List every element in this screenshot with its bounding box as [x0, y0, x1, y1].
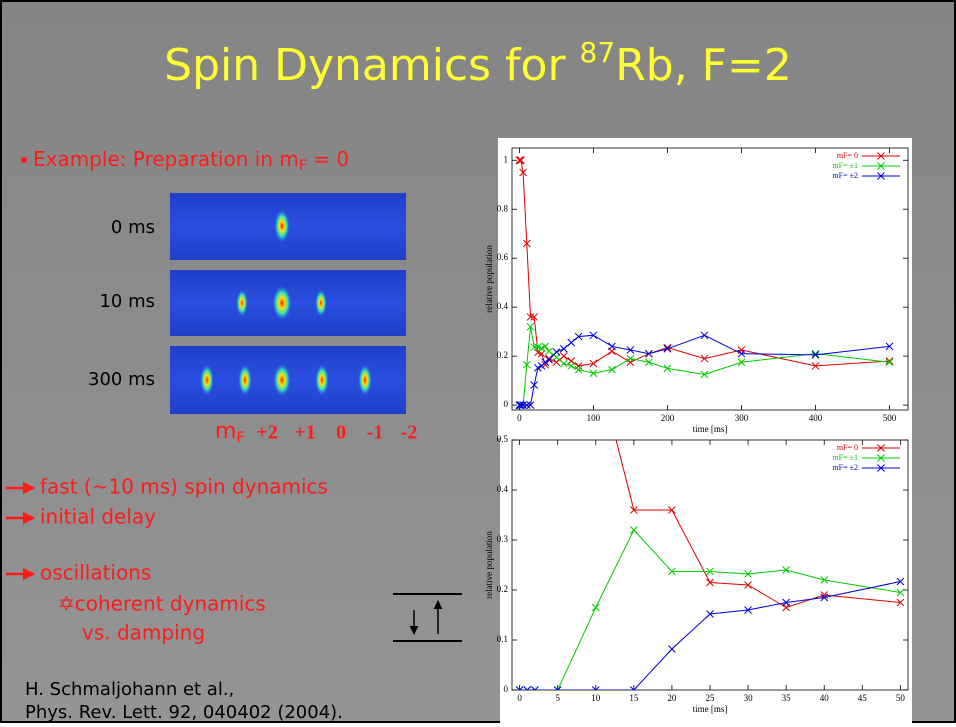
y-tick-label: 0.1 — [497, 634, 508, 644]
x-tick-label: 100 — [587, 413, 601, 423]
x-tick-label: 50 — [896, 693, 906, 703]
x-tick-label: 200 — [661, 413, 675, 423]
chart-panel — [498, 138, 912, 438]
y-tick-label: 0.5 — [497, 434, 509, 444]
cloud — [273, 363, 291, 397]
title-sup: 87 — [580, 36, 616, 69]
x-tick-label: 30 — [744, 693, 754, 703]
x-tick-label: 0 — [517, 693, 522, 703]
y-tick-label: 0.4 — [497, 301, 509, 311]
point: oscillations — [40, 561, 151, 585]
x-tick-label: 40 — [820, 693, 830, 703]
slide: Spin Dynamics for 87Rb, F=2 Example: Pre… — [0, 0, 956, 723]
mf-value: 0 — [336, 422, 346, 444]
legend-label: mF= 0 — [837, 151, 858, 160]
legend-label: mF= ±1 — [832, 453, 858, 462]
bullet-sub: F — [299, 158, 307, 174]
cloud — [315, 289, 327, 317]
x-tick-label: 400 — [809, 413, 823, 423]
x-tick-label: 300 — [735, 413, 749, 423]
legend-label: mF= 0 — [837, 443, 858, 452]
mf-value: +2 — [256, 422, 277, 444]
image-label: 0 ms — [111, 217, 155, 238]
sub-point: ✡coherent dynamics — [58, 592, 266, 616]
title-text: Rb, F=2 — [615, 40, 792, 91]
page: {"slide": { "title": {"before": "Spin Dy… — [0, 0, 956, 723]
absorption-images — [170, 193, 406, 414]
mf-value: -1 — [367, 422, 384, 444]
y-tick-label: 1 — [504, 154, 509, 164]
image-label: 10 ms — [99, 291, 155, 312]
x-tick-label: 25 — [706, 693, 716, 703]
citation: H. Schmaljohann et al., — [25, 679, 234, 700]
x-tick-label: 0 — [517, 413, 522, 423]
y-tick-label: 0 — [504, 399, 509, 409]
sub-point: vs. damping — [82, 621, 205, 645]
y-tick-label: 0.8 — [497, 203, 509, 213]
chart: 0 100 200 300 400 500 0 0.2 0.4 0.6 0.8 1 time [ms] r… — [484, 138, 912, 438]
legend-label: mF= ±2 — [832, 171, 858, 180]
y-tick-label: 0.4 — [497, 484, 509, 494]
y-tick-label: 0.2 — [497, 584, 508, 594]
mf-value: -2 — [401, 422, 418, 444]
y-tick-label: 0.6 — [497, 252, 509, 262]
legend-label: mF= ±2 — [832, 463, 858, 472]
bullet-dot — [21, 157, 27, 163]
y-tick-label: 0.2 — [497, 350, 508, 360]
x-axis-label: time [ms] — [693, 704, 728, 714]
mf-value: +1 — [294, 422, 315, 444]
bullet-text: Example: Preparation in m — [33, 147, 299, 171]
x-tick-label: 20 — [667, 693, 677, 703]
y-axis-label: relative population — [484, 245, 494, 313]
y-axis-label: relative population — [484, 531, 494, 599]
citation: Phys. Rev. Lett. 92, 040402 (2004). — [25, 702, 343, 723]
x-tick-label: 500 — [883, 413, 897, 423]
mf-main: m — [215, 419, 236, 444]
bullet-text: = 0 — [307, 147, 349, 171]
x-tick-label: 5 — [555, 693, 560, 703]
x-tick-label: 15 — [629, 693, 639, 703]
cloud — [200, 364, 214, 396]
x-tick-label: 35 — [782, 693, 792, 703]
slide-title: Spin Dynamics for 87Rb, F=2 — [164, 36, 792, 91]
title-text: Spin Dynamics for — [164, 40, 579, 91]
x-tick-label: 10 — [591, 693, 601, 703]
cloud — [272, 285, 292, 321]
y-tick-label: 0 — [504, 684, 509, 694]
cloud — [358, 364, 372, 396]
cloud — [238, 364, 252, 396]
x-axis-label: time [ms] — [693, 424, 728, 434]
x-tick-label: 45 — [858, 693, 868, 703]
cloud — [315, 364, 329, 396]
point: initial delay — [40, 505, 156, 529]
image-label: 300 ms — [88, 369, 155, 390]
mf-sub: F — [236, 430, 244, 446]
point: fast (~10 ms) spin dynamics — [40, 475, 328, 499]
cloud — [236, 289, 248, 317]
legend-label: mF= ±1 — [832, 161, 858, 170]
y-tick-label: 0.3 — [497, 534, 509, 544]
cloud — [274, 209, 290, 243]
